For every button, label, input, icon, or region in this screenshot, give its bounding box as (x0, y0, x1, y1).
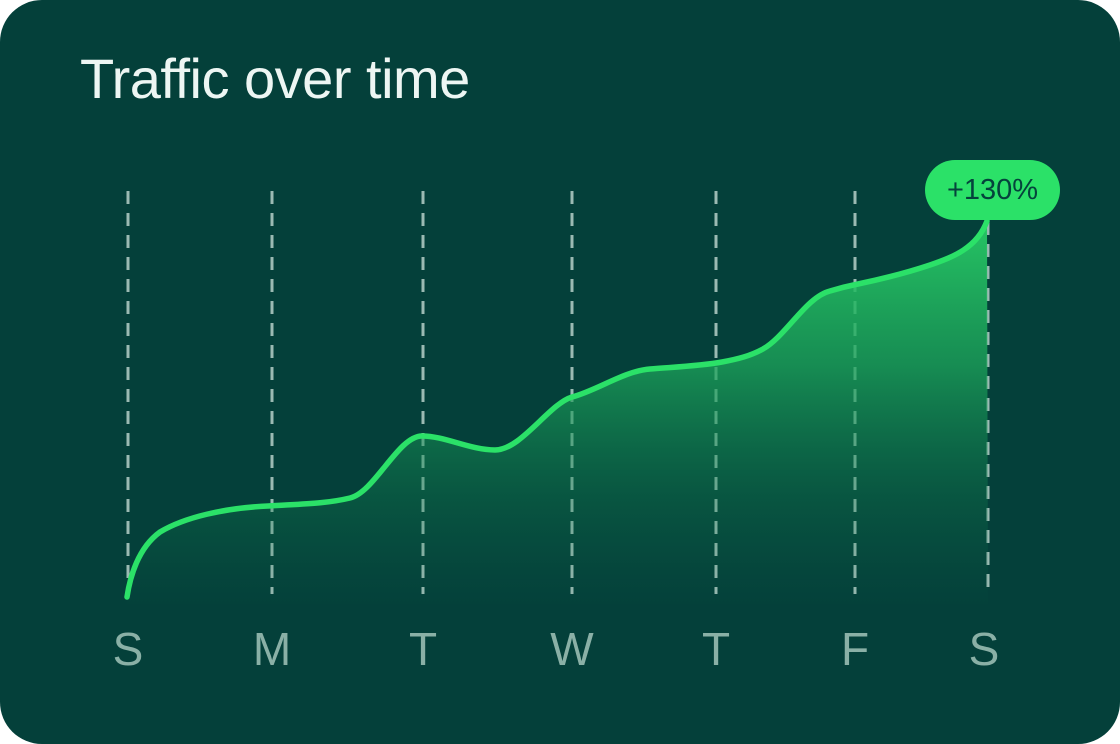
x-axis-label-sun: S (112, 623, 144, 675)
trend-line (124, 218, 990, 600)
x-axis-label-tue: T (408, 623, 438, 675)
x-axis-label-mon: M (252, 623, 292, 675)
x-axis-label-sat: S (968, 623, 1000, 675)
x-axis-label-wed: W (550, 623, 594, 675)
x-axis: S M T W T F S (0, 622, 1120, 682)
page-title: Traffic over time (80, 47, 470, 110)
x-axis-label-fri: F (840, 623, 870, 675)
growth-badge-label: +130% (946, 173, 1039, 206)
growth-badge: +130% (925, 160, 1060, 220)
x-axis-label-thu: T (701, 623, 731, 675)
area-fill (127, 221, 988, 604)
